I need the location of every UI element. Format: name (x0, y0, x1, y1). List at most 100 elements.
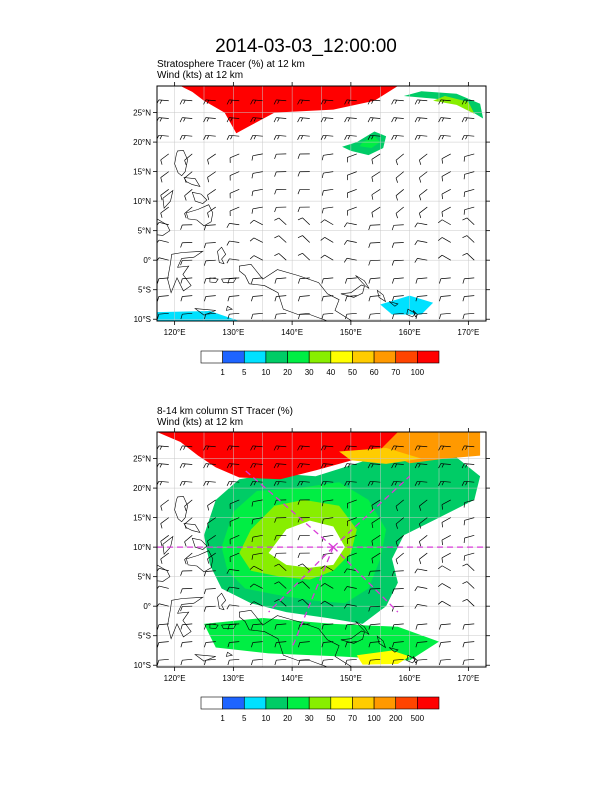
coastline (388, 301, 399, 307)
wind-barb (157, 134, 169, 140)
colorbar-label: 70 (391, 368, 400, 377)
barb-flag (203, 117, 207, 123)
barb-flag (347, 135, 351, 140)
wind-barb (180, 295, 193, 302)
barb-staff (417, 134, 428, 137)
barb-staff (370, 588, 381, 590)
wind-barb (249, 255, 263, 261)
wind-barb (320, 565, 334, 572)
wind-barb (250, 99, 263, 105)
wind-barb (368, 658, 381, 666)
wind-barb (184, 552, 193, 565)
barb-flag (321, 518, 324, 524)
colorbar-swatch (395, 696, 418, 710)
barb-staff (205, 224, 216, 226)
barb-staff (182, 99, 193, 102)
barb-flag (179, 117, 183, 123)
wind-barb (251, 641, 263, 648)
barb-flag (183, 445, 186, 450)
wind-barb (371, 552, 381, 564)
wind-barb (343, 257, 357, 263)
wind-barb (297, 188, 310, 195)
wind-barb (368, 623, 381, 630)
wind-barb (392, 658, 404, 666)
coastline (186, 204, 214, 227)
barb-flag (392, 296, 395, 302)
barb-staff (417, 623, 428, 626)
wind-barb (203, 480, 216, 486)
barb-staff (205, 99, 216, 102)
barb-staff (323, 623, 334, 626)
coastline (194, 308, 216, 316)
barb-flag (203, 606, 207, 612)
wind-barb (321, 277, 334, 284)
wind-barb (321, 153, 334, 161)
wind-barb (207, 552, 216, 564)
barb-staff (440, 99, 451, 102)
wind-barb (321, 623, 334, 630)
barb-staff (419, 552, 428, 560)
barb-flag (345, 314, 348, 320)
barb-flag (251, 314, 254, 320)
barb-flag (298, 278, 301, 284)
barb-flag (320, 254, 325, 259)
wind-barb (229, 535, 240, 545)
barb-flag (184, 195, 187, 201)
barb-flag (320, 117, 324, 123)
barb-flag (392, 624, 395, 630)
wind-barb (461, 134, 475, 140)
barb-flag (324, 99, 327, 104)
barb-flag (394, 463, 398, 468)
wind-barb (346, 206, 357, 216)
barb-staff (252, 517, 263, 520)
wind-barb (437, 583, 451, 589)
barb-staff (158, 117, 169, 119)
wind-barb (207, 153, 216, 165)
barb-staff (302, 599, 310, 607)
barb-flag (157, 642, 160, 648)
barb-staff (323, 312, 334, 315)
barb-flag (439, 624, 442, 630)
wind-barb (439, 312, 451, 320)
barb-flag (371, 558, 374, 564)
wind-barb (297, 171, 310, 177)
barb-staff (323, 277, 334, 280)
barb-flag (391, 135, 395, 140)
barb-flag (274, 599, 280, 603)
barb-staff (252, 99, 263, 102)
barb-staff (207, 552, 216, 560)
barb-staff (160, 552, 169, 560)
barb-staff (324, 565, 334, 572)
barb-flag (368, 642, 371, 648)
barb-staff (370, 445, 381, 448)
barb-staff (346, 222, 357, 226)
barb-staff (370, 570, 381, 572)
barb-flag (324, 117, 327, 122)
wind-barb (297, 235, 310, 243)
barb-flag (343, 586, 348, 591)
barb-flag (203, 225, 207, 231)
barb-flag (297, 252, 303, 256)
barb-flag (414, 463, 418, 469)
barb-staff (276, 312, 287, 315)
barb-staff (440, 623, 451, 626)
barb-staff (464, 153, 475, 157)
barb-staff (466, 581, 475, 589)
wind-barb (321, 295, 334, 302)
barb-staff (464, 99, 475, 102)
barb-staff (323, 534, 334, 538)
barb-flag (462, 642, 465, 648)
wind-barb (226, 586, 240, 592)
wind-barb (157, 641, 169, 648)
barb-staff (229, 569, 240, 572)
wind-barb (203, 570, 216, 577)
coastline (209, 623, 219, 629)
coastline (162, 535, 174, 555)
barb-staff (229, 258, 240, 261)
barb-staff (395, 517, 404, 525)
wind-barb (415, 277, 428, 284)
barb-flag (160, 541, 163, 547)
barb-flag (203, 445, 207, 451)
barb-flag (157, 445, 160, 451)
panel1-frame (156, 85, 487, 322)
